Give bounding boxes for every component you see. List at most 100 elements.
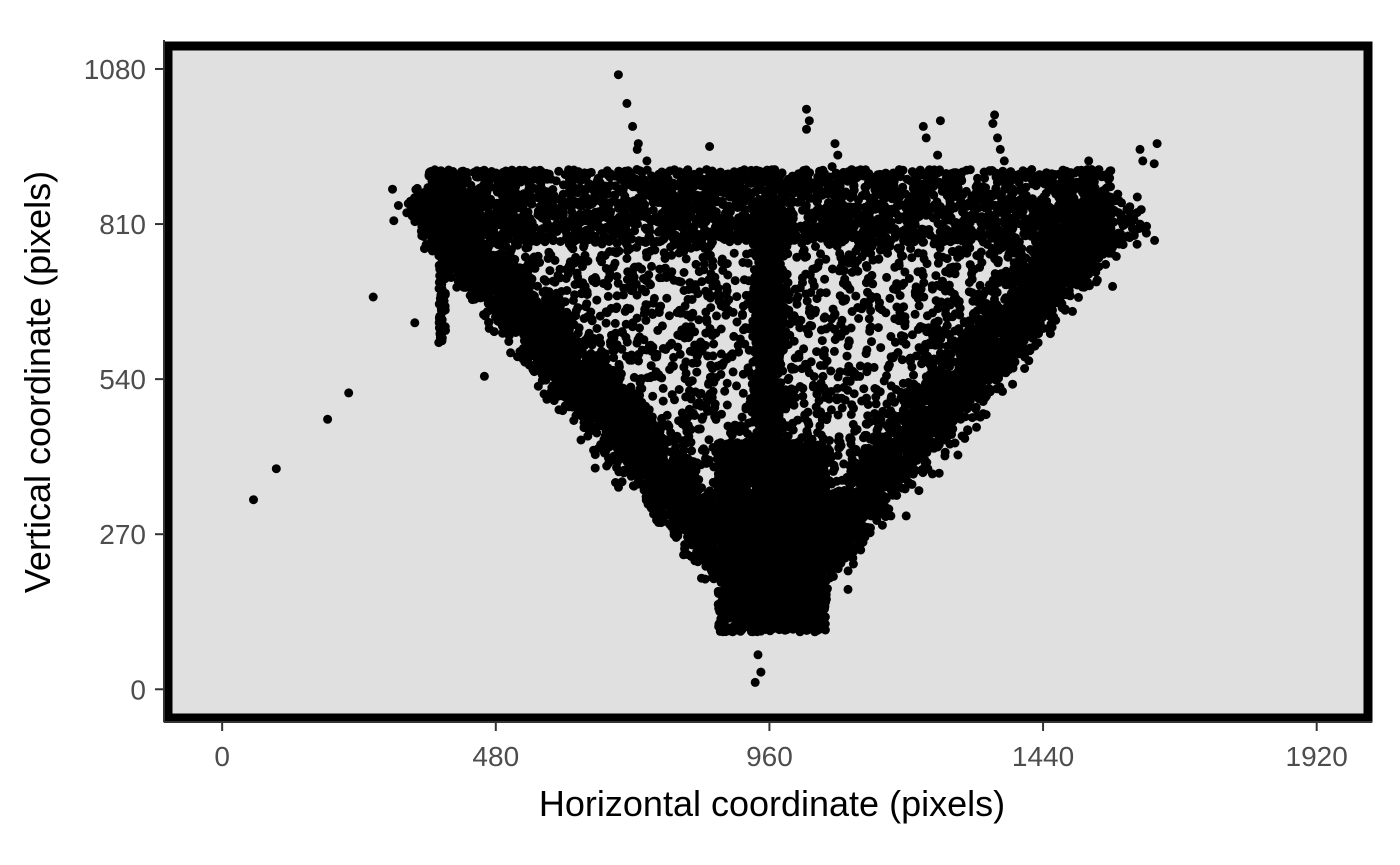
- data-point: [880, 180, 890, 190]
- data-point: [484, 209, 494, 219]
- data-point: [889, 171, 898, 181]
- data-point: [596, 213, 606, 222]
- data-point: [602, 166, 612, 176]
- data-point: [816, 178, 826, 188]
- data-point: [874, 189, 884, 199]
- data-point: [739, 197, 749, 207]
- data-point: [534, 208, 544, 218]
- data-point: [980, 203, 990, 213]
- data-point: [576, 435, 586, 445]
- data-point: [657, 167, 667, 177]
- data-point: [660, 223, 669, 233]
- data-point: [953, 225, 963, 235]
- data-point: [565, 181, 575, 191]
- data-point: [995, 175, 1005, 185]
- data-point: [845, 192, 855, 202]
- data-point: [646, 186, 656, 196]
- data-point: [897, 228, 907, 238]
- data-point: [1028, 179, 1038, 189]
- data-point: [491, 168, 501, 178]
- data-point: [474, 200, 484, 210]
- data-point: [919, 196, 929, 206]
- data-point: [1007, 230, 1017, 240]
- data-point: [890, 194, 899, 204]
- data-point: [388, 184, 397, 194]
- data-point: [728, 183, 738, 193]
- data-point: [847, 218, 857, 228]
- data-point: [544, 169, 554, 179]
- data-point: [612, 215, 622, 224]
- data-point: [642, 165, 652, 175]
- data-point: [1096, 170, 1106, 180]
- data-point: [689, 169, 699, 179]
- data-point: [509, 223, 518, 233]
- data-point: [644, 223, 654, 233]
- data-point: [500, 201, 510, 210]
- data-point: [636, 211, 645, 221]
- data-point: [1051, 189, 1061, 199]
- data-point: [648, 205, 658, 215]
- data-point: [731, 170, 741, 179]
- data-point: [549, 211, 559, 221]
- data-point: [691, 229, 701, 239]
- data-point: [678, 189, 688, 198]
- data-point: [598, 204, 608, 214]
- data-point: [866, 222, 876, 231]
- data-point: [860, 182, 870, 192]
- data-point: [1039, 192, 1049, 202]
- data-point: [812, 205, 822, 215]
- data-point: [804, 229, 814, 239]
- data-point: [924, 207, 934, 217]
- data-point: [617, 174, 627, 184]
- data-point: [482, 188, 492, 198]
- data-point: [875, 169, 885, 179]
- data-point: [668, 223, 678, 233]
- data-point: [987, 228, 996, 238]
- data-point: [662, 187, 672, 197]
- data-point: [965, 198, 975, 208]
- data-point: [791, 172, 801, 182]
- data-point: [536, 232, 546, 242]
- data-point: [744, 174, 754, 184]
- data-point: [910, 227, 920, 237]
- data-point: [653, 198, 663, 207]
- data-point: [1059, 188, 1069, 197]
- data-point: [926, 188, 936, 197]
- data-point: [574, 212, 584, 222]
- data-point: [1028, 215, 1037, 225]
- data-point: [516, 191, 526, 201]
- data-point: [609, 231, 619, 241]
- data-point: [603, 189, 613, 199]
- data-point: [621, 197, 630, 207]
- data-point: [1015, 210, 1025, 220]
- data-point: [819, 168, 829, 178]
- data-point: [797, 186, 807, 196]
- data-point: [600, 447, 610, 457]
- data-point: [621, 222, 631, 232]
- data-point: [677, 203, 687, 213]
- data-point: [977, 185, 987, 195]
- data-point: [728, 218, 738, 228]
- data-points: [249, 70, 1162, 687]
- data-point: [636, 185, 646, 195]
- data-point: [1060, 176, 1069, 186]
- data-point: [720, 227, 730, 237]
- data-point: [690, 214, 700, 224]
- data-point: [916, 167, 926, 177]
- data-point: [956, 170, 966, 180]
- data-point: [880, 210, 890, 220]
- data-point: [560, 170, 570, 180]
- data-point: [560, 201, 570, 211]
- data-point: [788, 180, 798, 190]
- data-point: [992, 207, 1002, 217]
- data-point: [1073, 166, 1083, 175]
- data-point: [566, 217, 576, 227]
- data-point: [905, 202, 915, 212]
- data-point: [910, 175, 920, 185]
- data-point: [1019, 229, 1029, 239]
- data-point: [831, 168, 841, 178]
- data-point: [393, 201, 403, 210]
- data-point: [475, 188, 485, 197]
- data-point: [740, 205, 750, 215]
- data-point: [766, 176, 776, 186]
